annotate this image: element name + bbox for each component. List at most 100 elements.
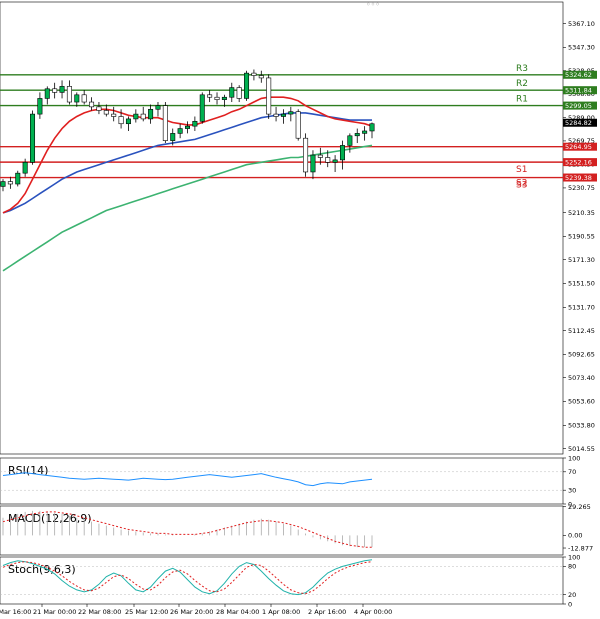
level-price-label: 5311.84 (565, 86, 592, 94)
y-tick-label: 5014.55 (568, 445, 595, 453)
candle-body (185, 125, 191, 129)
stoch-k-line (2, 559, 373, 596)
candle-body (162, 105, 168, 141)
level-name-label: R3 (516, 64, 528, 74)
candle-body (325, 157, 331, 163)
y-tick-label: 5230.75 (568, 184, 595, 192)
stoch-frame (0, 556, 564, 605)
candle-body (37, 98, 43, 115)
candle-body (347, 135, 353, 146)
x-tick-label: 1 Apr 08:00 (262, 608, 300, 616)
y-tick-label: 5092.65 (568, 351, 595, 359)
y-tick-label: 5033.80 (568, 422, 595, 430)
candle-body (273, 113, 279, 117)
rsi-tick-label: 30 (568, 487, 576, 495)
candle-body (332, 159, 338, 163)
x-tick-label: 21 Mar 00:00 (33, 608, 76, 616)
candle-body (44, 88, 50, 99)
candle-body (0, 181, 6, 187)
y-tick-label: 5269.75 (568, 137, 595, 145)
candle-body (251, 72, 257, 76)
candle-body (140, 113, 146, 120)
macd-tick-label: 0.00 (568, 532, 582, 540)
candle-body (229, 87, 235, 98)
stoch-d-line (2, 561, 373, 595)
candle-body (221, 96, 227, 100)
stoch-panel: 100 80 200 Stoch(9,6,3) (0, 553, 580, 608)
y-tick-label: 5347.30 (568, 44, 595, 52)
x-tick-label: 25 Mar 12:00 (125, 608, 168, 616)
level-price-label: 5264.95 (565, 143, 592, 151)
candle-body (236, 87, 242, 99)
stoch-title: Stoch(9,6,3) (8, 563, 76, 576)
rsi-frame (0, 457, 564, 505)
candle-body (369, 123, 375, 132)
candle-body (170, 133, 176, 141)
candle-body (74, 94, 80, 103)
stoch-tick-label: 80 (568, 563, 576, 571)
candle-body (317, 154, 323, 158)
level-price-tag (563, 101, 597, 110)
level-name-label: S2 (516, 179, 527, 189)
candle-body (266, 77, 272, 115)
candle-body (52, 88, 58, 93)
macd-tick-label: -12.877 (568, 544, 593, 552)
candle-body (89, 101, 95, 108)
macd-panel: 29.265 0.00 -12.877 MACD(12,26,9) (0, 503, 593, 556)
candle-body (7, 181, 13, 185)
level-name-label: R2 (516, 79, 528, 89)
candle-body (244, 72, 250, 99)
candle-body (362, 130, 368, 134)
candle-body (30, 113, 36, 163)
level-price-tag (563, 158, 597, 167)
x-tick-label: 28 Mar 04:00 (216, 608, 259, 616)
y-tick-label: 5289.00 (568, 114, 595, 122)
level-price-label: 5239.38 (565, 174, 592, 182)
candle-body (155, 105, 161, 110)
candle-body (103, 110, 109, 115)
y-tick-label: 5053.60 (568, 398, 595, 406)
rsi-tick-label: 100 (568, 454, 580, 462)
candle-body (15, 172, 21, 185)
candle-body (207, 94, 213, 98)
window-menu-icon[interactable]: ◦◦◦ (365, 0, 380, 9)
macd-frame (0, 505, 564, 556)
macd-title: MACD(12,26,9) (8, 512, 92, 525)
candle-body (66, 86, 72, 103)
macd-tick-label: 29.265 (568, 503, 591, 511)
ma-green-line (2, 144, 373, 272)
candle-body (310, 154, 316, 173)
main-panel-frame (0, 1, 564, 455)
x-tick-label: 2 Apr 16:00 (308, 608, 346, 616)
candle-body (148, 108, 154, 120)
candle-body (81, 94, 87, 103)
rsi-tick-label: 0 (568, 500, 572, 508)
level-price-label: 5252.16 (565, 158, 592, 166)
y-tick-label: 5151.50 (568, 280, 595, 288)
x-tick-label: 4 Apr 00:00 (354, 608, 392, 616)
level-price-label: 5324.62 (565, 71, 592, 79)
candle-body (354, 133, 360, 137)
candle-body (192, 121, 198, 127)
y-tick-label: 5073.40 (568, 374, 595, 382)
x-tick-label: 26 Mar 20:00 (170, 608, 213, 616)
stoch-tick-label: 20 (568, 591, 576, 599)
candle-body (133, 113, 139, 120)
candle-body (125, 118, 131, 125)
candle-body (288, 111, 294, 115)
rsi-line (2, 472, 373, 487)
current-price-tag (563, 118, 597, 127)
candle-body (177, 128, 183, 134)
macd-signal-line (2, 511, 372, 548)
candle-body (96, 106, 102, 111)
y-tick-label: 5112.45 (568, 327, 595, 335)
candle-body (339, 145, 345, 161)
y-tick-label: 5210.35 (568, 209, 595, 217)
candle-body (118, 116, 124, 125)
x-tick-label: 20 Mar 16:00 (0, 608, 31, 616)
main-price-panel: 5367.105347.305328.055308.805289.005269.… (0, 1, 597, 455)
candle-body (280, 113, 286, 117)
candle-body (59, 86, 65, 93)
